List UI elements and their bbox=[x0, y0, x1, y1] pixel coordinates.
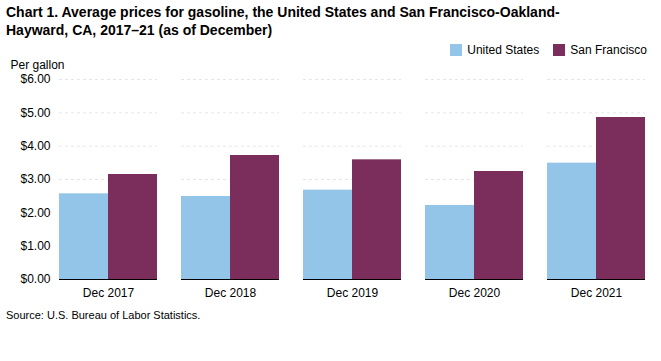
svg-text:$5.00: $5.00 bbox=[20, 106, 50, 120]
svg-text:Dec 2021: Dec 2021 bbox=[571, 286, 623, 300]
svg-text:Dec 2017: Dec 2017 bbox=[83, 286, 135, 300]
svg-text:$2.00: $2.00 bbox=[20, 206, 50, 220]
svg-text:$1.00: $1.00 bbox=[20, 239, 50, 253]
svg-text:$4.00: $4.00 bbox=[20, 139, 50, 153]
svg-text:$3.00: $3.00 bbox=[20, 172, 50, 186]
svg-text:Dec 2020: Dec 2020 bbox=[449, 286, 501, 300]
svg-text:Dec 2019: Dec 2019 bbox=[327, 286, 379, 300]
svg-text:Dec 2018: Dec 2018 bbox=[205, 286, 257, 300]
html-text:San Francisco: San Francisco bbox=[570, 43, 647, 57]
svg-text:Per gallon: Per gallon bbox=[11, 58, 65, 72]
html-text:United States: United States bbox=[467, 43, 540, 57]
html-text:Source: U.S. Bureau of Labor S: Source: U.S. Bureau of Labor Statistics. bbox=[6, 309, 201, 321]
svg-text:$6.00: $6.00 bbox=[20, 72, 50, 86]
svg-text:$0.00: $0.00 bbox=[20, 272, 50, 286]
html-text:Chart 1. Average prices for ga: Chart 1. Average prices for gasoline, th… bbox=[6, 4, 560, 38]
